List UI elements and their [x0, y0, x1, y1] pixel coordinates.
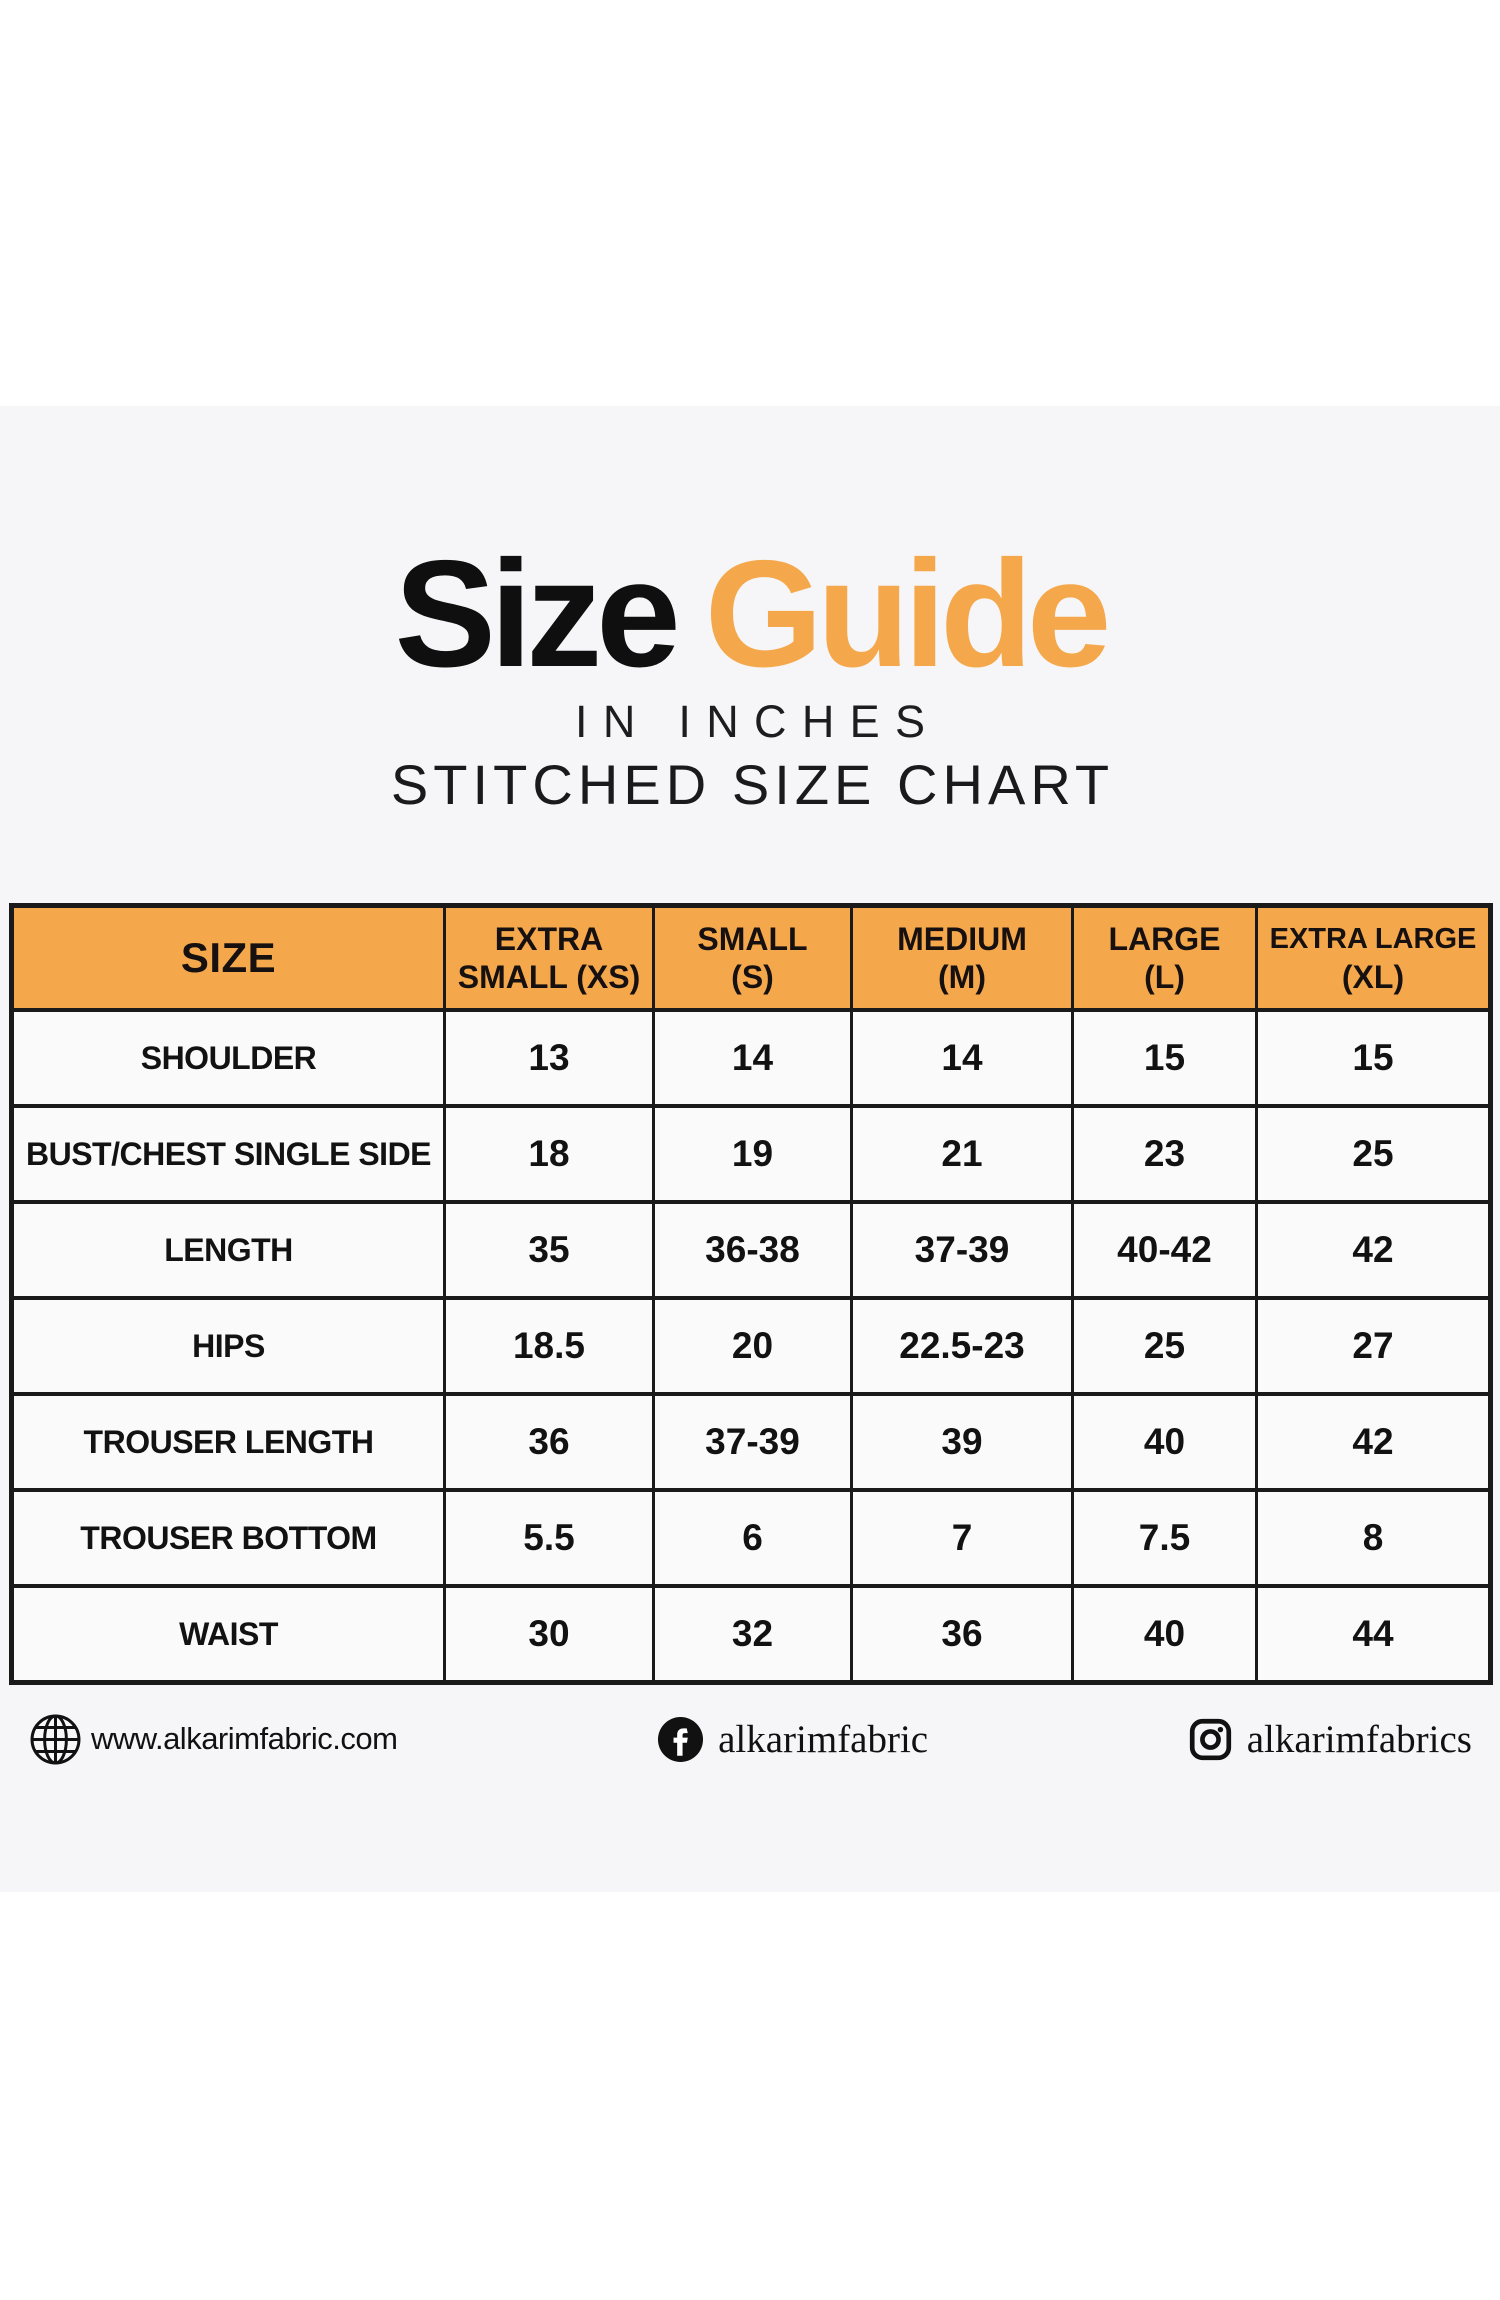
cell-value: 40 [1071, 1584, 1258, 1685]
cell-value: 30 [443, 1584, 655, 1685]
col-header-line: LARGE [1108, 921, 1221, 957]
cell-value: 18 [443, 1104, 655, 1204]
col-header-extra-small: EXTRA SMALL (XS) [443, 903, 655, 1012]
row-label: WAIST [10, 1584, 446, 1685]
cell-value: 40 [1071, 1392, 1258, 1492]
row-label: TROUSER BOTTOM [10, 1488, 446, 1588]
page-title: Size Guide [0, 538, 1500, 690]
globe-icon [30, 1714, 81, 1764]
cell-value: 14 [850, 1008, 1074, 1108]
size-chart-table: SIZE EXTRA SMALL (XS) SMALL (S) MEDIUM (… [9, 903, 1493, 1685]
col-header-line: SMALL (XS) [457, 959, 641, 995]
cell-value: 7.5 [1071, 1488, 1258, 1588]
col-header-large: LARGE (L) [1071, 903, 1258, 1012]
facebook-icon [658, 1716, 704, 1762]
col-header-size: SIZE [10, 903, 446, 1012]
col-header-line: (L) [1144, 959, 1185, 995]
cell-value: 18.5 [443, 1296, 655, 1396]
cell-value: 21 [850, 1104, 1074, 1204]
cell-value: 20 [652, 1296, 853, 1396]
cell-value: 5.5 [443, 1488, 655, 1588]
cell-value: 44 [1255, 1584, 1492, 1685]
col-header-extra-large: EXTRA LARGE (XL) [1255, 903, 1492, 1012]
website-item: www.alkarimfabric.com [28, 1712, 398, 1767]
cell-value: 13 [443, 1008, 655, 1108]
cell-value: 22.5-23 [850, 1296, 1074, 1396]
table-row-bust-chest: BUST/CHEST SINGLE SIDE 18 19 21 23 25 [10, 1104, 1492, 1204]
instagram-handle: alkarimfabrics [1246, 1717, 1472, 1761]
row-label: BUST/CHEST SINGLE SIDE [10, 1104, 446, 1204]
col-header-line: (S) [731, 959, 774, 995]
cell-value: 37-39 [652, 1392, 853, 1492]
col-header-line: MEDIUM [897, 921, 1027, 957]
row-label: LENGTH [10, 1200, 446, 1300]
row-label: TROUSER LENGTH [10, 1392, 446, 1492]
col-header-small: SMALL (S) [652, 903, 853, 1012]
cell-value: 15 [1255, 1008, 1492, 1108]
instagram-item: alkarimfabrics [1188, 1717, 1472, 1762]
cell-value: 27 [1255, 1296, 1492, 1396]
subtitle-stitched-size-chart: STITCHED SIZE CHART [390, 753, 1115, 816]
cell-value: 6 [652, 1488, 853, 1588]
facebook-handle: alkarimfabric [718, 1717, 929, 1761]
col-header-line: (M) [938, 959, 986, 995]
title-word-size: Size [394, 529, 681, 699]
cell-value: 14 [652, 1008, 853, 1108]
table-row-hips: HIPS 18.5 20 22.5-23 25 27 [10, 1296, 1492, 1396]
row-label: HIPS [10, 1296, 446, 1396]
table-row-trouser-length: TROUSER LENGTH 36 37-39 39 40 42 [10, 1392, 1492, 1492]
col-header-line: EXTRA [494, 921, 604, 957]
cell-value: 32 [652, 1584, 853, 1685]
cell-value: 25 [1255, 1104, 1492, 1204]
facebook-item: alkarimfabric [657, 1716, 928, 1763]
cell-value: 35 [443, 1200, 655, 1300]
table-row-shoulder: SHOULDER 13 14 14 15 15 [10, 1008, 1492, 1108]
col-header-line: EXTRA LARGE [1269, 923, 1477, 955]
cell-value: 36-38 [652, 1200, 853, 1300]
cell-value: 25 [1071, 1296, 1258, 1396]
cell-value: 23 [1071, 1104, 1258, 1204]
col-header-line: SMALL [697, 921, 808, 957]
cell-value: 42 [1255, 1200, 1492, 1300]
table-header-row: SIZE EXTRA SMALL (XS) SMALL (S) MEDIUM (… [10, 903, 1492, 1012]
cell-value: 36 [850, 1584, 1074, 1685]
cell-value: 8 [1255, 1488, 1492, 1588]
cell-value: 39 [850, 1392, 1074, 1492]
row-label: SHOULDER [10, 1008, 446, 1108]
website-url: www.alkarimfabric.com [91, 1721, 398, 1756]
table-row-waist: WAIST 30 32 36 40 44 [10, 1584, 1492, 1685]
col-header-line: (XL) [1341, 959, 1405, 995]
table-row-length: LENGTH 35 36-38 37-39 40-42 42 [10, 1200, 1492, 1300]
cell-value: 37-39 [850, 1200, 1074, 1300]
subtitle-in-inches: IN INCHES [575, 696, 941, 747]
cell-value: 40-42 [1071, 1200, 1258, 1300]
cell-value: 19 [652, 1104, 853, 1204]
cell-value: 36 [443, 1392, 655, 1492]
cell-value: 42 [1255, 1392, 1492, 1492]
cell-value: 15 [1071, 1008, 1258, 1108]
footer: www.alkarimfabric.com alkarimfabric alka… [28, 1700, 1472, 1778]
title-word-guide: Guide [704, 529, 1112, 699]
table-row-trouser-bottom: TROUSER BOTTOM 5.5 6 7 7.5 8 [10, 1488, 1492, 1588]
cell-value: 7 [850, 1488, 1074, 1588]
instagram-icon [1189, 1718, 1231, 1760]
col-header-medium: MEDIUM (M) [850, 903, 1074, 1012]
